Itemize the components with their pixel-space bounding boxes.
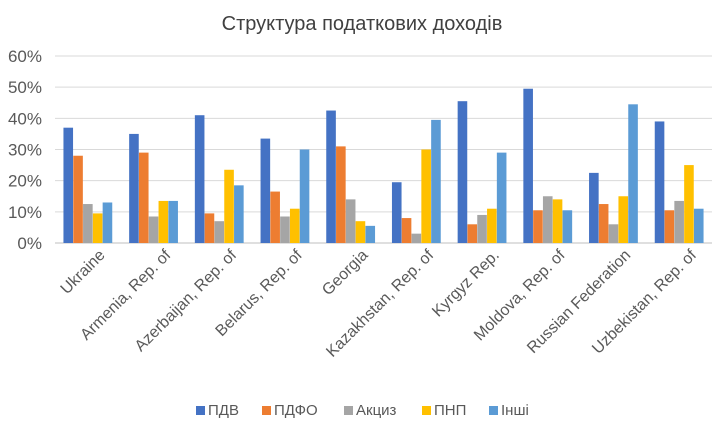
legend-label: ПДВ [208,402,239,419]
x-tick-label: Georgia [319,247,371,299]
bar [204,213,215,243]
bar [421,149,431,243]
bar [431,119,441,243]
bar [336,146,346,243]
bar [280,216,290,243]
legend-swatch [262,406,271,415]
bar [92,213,103,243]
legend-label: ПДФО [274,402,318,419]
bar [138,152,149,243]
bar [523,88,533,243]
bar [168,200,178,243]
y-tick-label: 0% [17,234,42,253]
bar [102,202,113,243]
y-tick-label: 30% [8,141,42,160]
bar [148,216,159,243]
legend-label: ПНП [434,402,466,419]
bar [158,200,169,243]
x-tick-label: Ukraine [58,247,109,298]
bar [234,185,244,243]
legend-label: Інші [501,402,529,419]
bar [194,115,205,243]
bar [693,208,704,243]
bar [598,204,609,243]
y-tick-label: 50% [8,78,42,97]
bar [63,127,74,243]
bar [345,199,356,243]
bar [467,224,478,243]
bar [391,182,402,243]
legend-swatch [422,406,431,415]
bar [628,104,638,243]
bars [63,88,704,244]
bar [477,214,487,243]
y-tick-label: 40% [8,109,42,128]
x-tick-label: Kazakhstan, Rep. of [323,246,437,360]
bar [618,196,629,243]
bar [496,152,507,243]
chart-title: Структура податкових доходів [222,13,503,35]
bar [542,196,553,243]
bar [401,218,412,243]
bar [457,101,468,243]
bar [214,221,225,243]
bar [674,200,684,243]
bar [83,204,93,243]
gridlines [55,55,712,244]
bar [355,221,366,243]
bar [365,225,376,243]
legend-swatch [196,406,205,415]
bar [487,208,497,243]
bar [608,224,619,243]
bar [533,210,543,243]
bar [562,210,573,243]
bar [589,172,599,243]
bar [260,138,271,243]
y-tick-label: 10% [8,203,42,222]
legend: ПДВ ПДФО Акциз ПНП Інші [196,402,529,419]
bar [552,199,563,243]
y-tick-label: 60% [8,47,42,66]
x-tick-label: Kyrgyz Rep. [429,247,503,321]
legend-swatch [344,406,353,415]
bar [129,133,139,243]
y-axis: 0% 10% 20% 30% 40% 50% 60% [8,47,42,253]
bar [224,169,234,243]
bar [270,191,280,243]
bar [684,165,694,243]
bar [654,121,665,243]
bar [289,208,300,243]
legend-swatch [489,406,498,415]
bar [299,149,310,243]
bar [411,233,422,243]
bar [73,155,83,243]
y-tick-label: 20% [8,172,42,191]
bar [326,110,336,244]
legend-label: Акциз [356,402,397,419]
bar [664,210,675,243]
